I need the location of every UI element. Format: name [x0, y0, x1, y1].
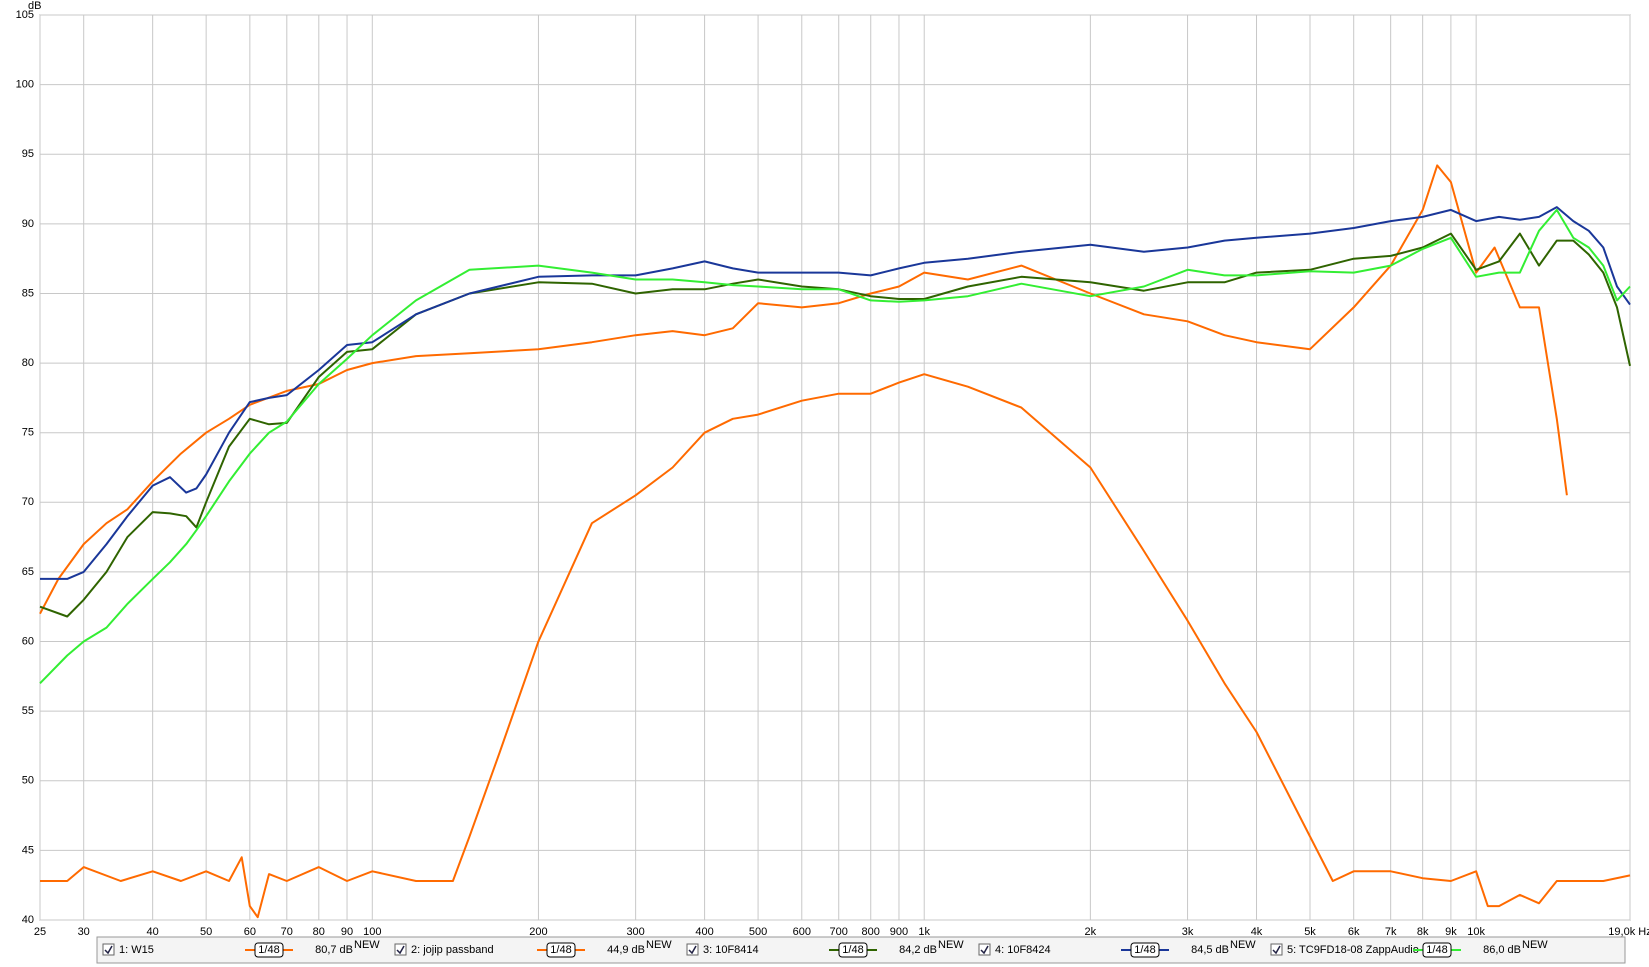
- x-tick-label: 10k: [1467, 926, 1485, 938]
- y-tick-label: 105: [16, 9, 34, 21]
- series-line: [39, 232, 1631, 618]
- x-tick-label: 300: [626, 926, 644, 938]
- x-tick-label: 800: [862, 926, 880, 938]
- legend-smoothing: 1/48: [550, 944, 571, 956]
- x-tick-label: 25: [34, 926, 46, 938]
- legend-checkbox[interactable]: [1270, 943, 1283, 956]
- x-tick-label: 6k: [1348, 926, 1360, 938]
- y-tick-label: 80: [22, 357, 34, 369]
- y-tick-label: 75: [22, 427, 34, 439]
- x-tick-label: 4k: [1251, 926, 1263, 938]
- x-tick-label: 90: [341, 926, 353, 938]
- y-tick-label: 45: [22, 844, 34, 856]
- x-tick-label: 9k: [1445, 926, 1457, 938]
- y-tick-label: 55: [22, 705, 34, 717]
- plot-area: [39, 14, 1631, 921]
- legend-level: 86,0 dB: [1483, 944, 1521, 956]
- legend-name: 3: 10F8414: [703, 944, 759, 956]
- legend-name: 1: W15: [119, 944, 154, 956]
- y-tick-label: 85: [22, 287, 34, 299]
- y-tick-label: 50: [22, 775, 34, 787]
- checkbox-check: [104, 945, 113, 955]
- legend-checkbox[interactable]: [978, 943, 991, 956]
- legend-checkbox[interactable]: [102, 943, 115, 956]
- smoothing-box: [838, 942, 868, 958]
- legend-level: 44,9 dB: [607, 944, 645, 956]
- x-tick-label: 3k: [1182, 926, 1194, 938]
- y-tick-label: 65: [22, 566, 34, 578]
- legend-name: 2: jojip passband: [411, 944, 494, 956]
- legend-level-tag: NEW: [354, 939, 380, 951]
- legend-name: 5: TC9FD18-08 ZappAudio: [1287, 944, 1419, 956]
- series-line: [39, 164, 1568, 615]
- legend-checkbox[interactable]: [686, 943, 699, 956]
- x-tick-label: 80: [313, 926, 325, 938]
- x-tick-label: 30: [78, 926, 90, 938]
- legend-level-tag: NEW: [938, 939, 964, 951]
- y-tick-label: 100: [16, 79, 34, 91]
- legend-smoothing: 1/48: [258, 944, 279, 956]
- x-tick-label: 2k: [1085, 926, 1097, 938]
- series-line: [40, 206, 1631, 580]
- legend-smoothing: 1/48: [1426, 944, 1447, 956]
- grid: [39, 14, 1631, 921]
- x-tick-label: 19,0k Hz: [1608, 926, 1649, 938]
- x-tick-label: 60: [244, 926, 256, 938]
- x-tick-label: 700: [830, 926, 848, 938]
- checkbox-check: [688, 945, 697, 955]
- x-tick-label: 500: [749, 926, 767, 938]
- legend-level: 84,5 dB: [1191, 944, 1229, 956]
- checkbox-check: [396, 945, 405, 955]
- checkbox-check: [980, 945, 989, 955]
- y-tick-label: 90: [22, 218, 34, 230]
- smoothing-box: [546, 942, 576, 958]
- x-tick-label: 200: [529, 926, 547, 938]
- legend-level-tag: NEW: [646, 939, 672, 951]
- x-tick-label: 1k: [918, 926, 930, 938]
- legend-name: 4: 10F8424: [995, 944, 1051, 956]
- legend-checkbox[interactable]: [394, 943, 407, 956]
- legend-level-tag: NEW: [1522, 939, 1548, 951]
- series-line: [40, 373, 1631, 919]
- y-tick-label: 40: [22, 914, 34, 926]
- y-axis-label: dB: [28, 0, 41, 12]
- x-tick-label: 100: [363, 926, 381, 938]
- y-tick-label: 70: [22, 496, 34, 508]
- legend-level-tag: NEW: [1230, 939, 1256, 951]
- y-tick-label: 60: [22, 635, 34, 647]
- x-tick-label: 7k: [1385, 926, 1397, 938]
- x-tick-label: 50: [200, 926, 212, 938]
- y-tick-label: 95: [22, 148, 34, 160]
- smoothing-box: [1130, 942, 1160, 958]
- x-tick-label: 400: [695, 926, 713, 938]
- x-tick-label: 40: [147, 926, 159, 938]
- legend-smoothing: 1/48: [1134, 944, 1155, 956]
- x-tick-label: 70: [281, 926, 293, 938]
- smoothing-box: [1422, 942, 1452, 958]
- legend-level: 80,7 dB: [315, 944, 353, 956]
- x-tick-label: 900: [890, 926, 908, 938]
- legend-smoothing: 1/48: [842, 944, 863, 956]
- x-tick-label: 5k: [1304, 926, 1316, 938]
- smoothing-box: [254, 942, 284, 958]
- x-tick-label: 8k: [1417, 926, 1429, 938]
- series-line: [39, 208, 1631, 684]
- x-tick-label: 600: [793, 926, 811, 938]
- checkbox-check: [1272, 945, 1281, 955]
- legend-level: 84,2 dB: [899, 944, 937, 956]
